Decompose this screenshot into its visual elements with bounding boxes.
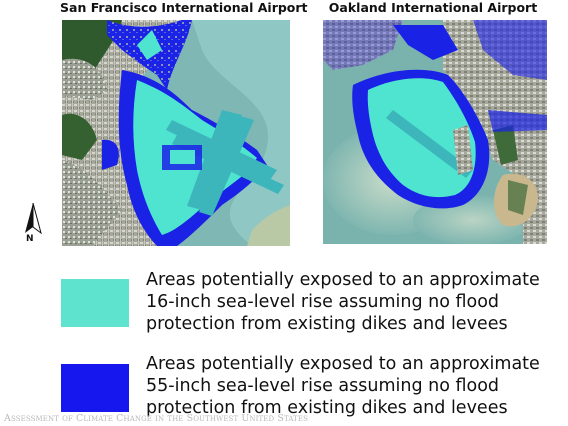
legend-swatch-55-inch <box>61 364 129 412</box>
legend-line: 55-inch sea-level rise assuming no flood <box>146 376 500 396</box>
legend-line: protection from existing dikes and levee… <box>146 398 508 418</box>
north-label: N <box>26 234 34 244</box>
legend-text-16-inch: Areas potentially exposed to an approxim… <box>146 269 564 335</box>
oakland-flood-map <box>323 20 547 244</box>
sfo-map-title: San Francisco International Airport <box>60 0 308 15</box>
legend-text-55-inch: Areas potentially exposed to an approxim… <box>146 353 564 419</box>
legend-line: Areas potentially exposed to an approxim… <box>146 270 540 290</box>
oakland-map-title: Oakland International Airport <box>328 0 538 15</box>
legend-line: protection from existing dikes and levee… <box>146 314 508 334</box>
legend-line: 16-inch sea-level rise assuming no flood <box>146 292 500 312</box>
legend-swatch-16-inch <box>61 279 129 327</box>
sfo-flood-map <box>62 20 290 246</box>
legend-line: Areas potentially exposed to an approxim… <box>146 354 540 374</box>
source-credit: Assessment of Climate Change in the Sout… <box>4 413 308 424</box>
north-arrow-icon <box>25 203 42 235</box>
